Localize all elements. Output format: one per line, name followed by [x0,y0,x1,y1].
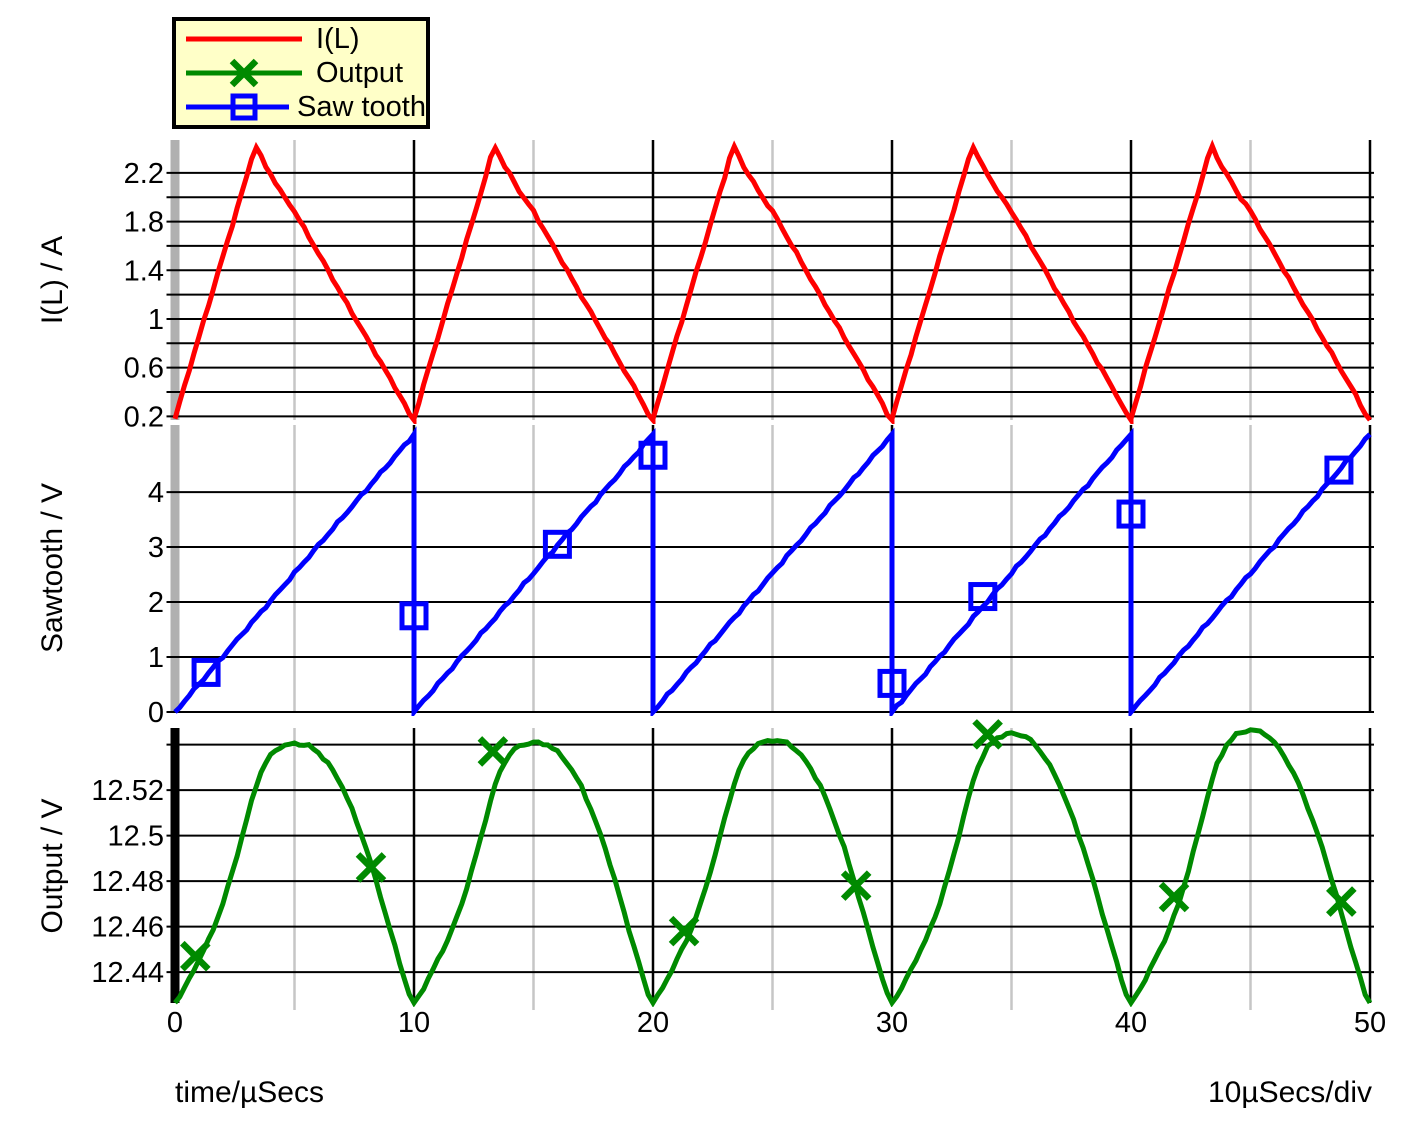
y-tick-label: 12.5 [108,821,164,853]
output-marker [180,940,211,972]
plots: 0.2 0.6 1 1.4 1.8 2.2 0 1 2 3 4 12.44 12.46 12.48 12.5… [91,139,1386,1039]
y-axis-title-output: Output / V [36,798,69,933]
y-tick-label: 1 [148,304,164,336]
plot-sawtooth: 0 1 2 3 4 [148,425,1374,729]
y-axis-bar-output [170,728,180,1003]
y-axis-title-sawtooth: Sawtooth / V [36,483,69,653]
legend: I(L) Output Saw tooth [172,17,430,129]
output-marker [1158,881,1190,913]
il-curve [172,139,1372,424]
y-tick-label: 1 [148,642,164,674]
x-marker-glyph [229,58,259,88]
y-tick-label: 12.46 [91,912,164,944]
y-tick-label: 4 [148,477,164,509]
sawtooth-curve [173,426,1372,716]
sawtooth-marker [1324,455,1354,485]
x-tick-label: 20 [637,1007,669,1039]
output-marker [355,852,387,883]
output-marker [840,870,872,901]
x-tick-label: 50 [1354,1007,1386,1039]
x-tick-label: 10 [398,1007,430,1039]
output-marker [1326,886,1357,917]
y-tick-label: 2.2 [124,158,164,190]
y-tick-label: 12.44 [91,957,164,989]
x-axis: 0 10 20 30 40 50 [167,1003,1386,1039]
y-tick-label: 0.2 [124,401,164,433]
sawtooth-marker [968,582,998,612]
sawtooth-marker [877,668,907,698]
y-tick-label: 12.52 [91,775,164,807]
square-marker-glyph [230,93,258,121]
output-marker [972,719,1003,750]
legend-item: Saw tooth [176,91,426,124]
legend-line-sample-output [186,58,302,88]
legend-item-label: Output [316,56,404,89]
legend-item-label: I(L) [316,22,360,55]
x-axis-title: time/µSecs [175,1076,324,1109]
y-tick-label: 1.4 [124,255,164,287]
y-axis-bar-sawtooth [170,425,180,712]
y-tick-label: 3 [148,532,164,564]
output-marker [477,736,509,767]
x-tick-label: 30 [876,1007,908,1039]
output-marker [668,915,700,947]
y-tick-label: 1.8 [124,207,164,239]
y-tick-label: 0 [148,697,164,729]
plot-output: 12.44 12.46 12.48 12.5 12.52 [91,719,1374,1007]
legend-line-sample-il [186,36,302,42]
sawtooth-marker [1116,499,1146,529]
y-tick-label: 12.48 [91,866,164,898]
x-scale-label: 10µSecs/div [1208,1076,1372,1109]
y-axis-title-il: I(L) / A [36,236,69,324]
x-tick-label: 40 [1115,1007,1147,1039]
legend-item-label: Saw tooth [297,90,426,123]
plot-il: 0.2 0.6 1 1.4 1.8 2.2 [124,139,1374,433]
y-tick-label: 0.6 [124,353,164,385]
sawtooth-marker [399,601,429,631]
y-tick-label: 2 [148,587,164,619]
sawtooth-marker [542,529,572,559]
legend-item: Output [176,57,426,90]
legend-item: I(L) [176,23,426,56]
y-axis-bar-il [170,140,180,420]
sawtooth-marker [191,657,221,687]
legend-line-sample-sawtooth [186,93,290,121]
sawtooth-marker [638,440,668,470]
x-tick-label: 0 [167,1007,183,1039]
